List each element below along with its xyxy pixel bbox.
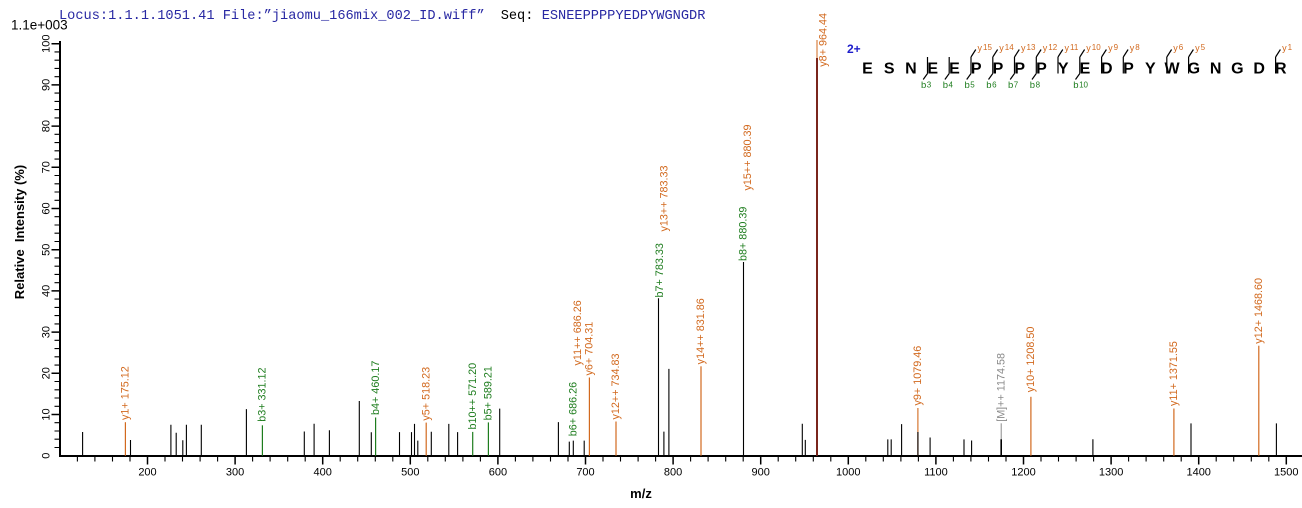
svg-text:y12+ 1468.60: y12+ 1468.60 [1253, 278, 1265, 344]
svg-text:900: 900 [752, 467, 770, 479]
svg-text:S: S [884, 61, 895, 78]
svg-text:y12: y12 [1043, 43, 1058, 53]
svg-text:D: D [1101, 61, 1113, 78]
svg-text:1100: 1100 [924, 467, 948, 479]
svg-text:80: 80 [40, 120, 52, 132]
svg-text:y1+ 175.12: y1+ 175.12 [120, 366, 132, 420]
svg-text:b8+ 880.39: b8+ 880.39 [738, 207, 750, 261]
svg-text:P: P [971, 61, 982, 78]
svg-text:D: D [1253, 61, 1265, 78]
svg-text:b5: b5 [965, 80, 976, 91]
svg-text:m/z: m/z [630, 486, 652, 501]
svg-text:y12++ 734.83: y12++ 734.83 [610, 353, 622, 419]
svg-text:b10: b10 [1073, 80, 1088, 91]
svg-text:G: G [1231, 61, 1243, 78]
svg-text:1000: 1000 [836, 467, 860, 479]
svg-text:1300: 1300 [1099, 467, 1123, 479]
svg-text:2+: 2+ [847, 42, 861, 56]
svg-text:P: P [1123, 61, 1134, 78]
svg-text:y5: y5 [1195, 43, 1206, 53]
svg-text:y6: y6 [1173, 43, 1184, 53]
svg-text:y10+ 1208.50: y10+ 1208.50 [1025, 327, 1037, 393]
svg-text:50: 50 [40, 244, 52, 256]
svg-text:y9: y9 [1108, 43, 1119, 53]
svg-text:y5+ 518.23: y5+ 518.23 [420, 367, 432, 421]
svg-text:N: N [905, 61, 917, 78]
svg-text:700: 700 [576, 467, 594, 479]
svg-text:W: W [1164, 61, 1180, 78]
svg-text:b8: b8 [1030, 80, 1041, 91]
svg-text:60: 60 [40, 202, 52, 214]
svg-text:y10: y10 [1086, 43, 1101, 53]
svg-text:1500: 1500 [1274, 467, 1298, 479]
svg-text:Seq:: Seq: [501, 9, 534, 24]
svg-text:1200: 1200 [1011, 467, 1035, 479]
svg-text:b3+ 331.12: b3+ 331.12 [257, 367, 269, 421]
svg-text:Locus:1.1.1.1051.41 File:”jiao: Locus:1.1.1.1051.41 File:”jiaomu_166mix_… [59, 9, 485, 24]
svg-text:Relative Intensity (%): Relative Intensity (%) [12, 165, 27, 299]
svg-text:E: E [1080, 61, 1091, 78]
svg-text:b6: b6 [986, 80, 997, 91]
svg-text:y13: y13 [1021, 43, 1036, 53]
svg-text:[M]++ 1174.58: [M]++ 1174.58 [995, 353, 1007, 422]
svg-text:b4: b4 [943, 80, 954, 91]
svg-text:E: E [927, 61, 938, 78]
svg-text:y9+ 1079.46: y9+ 1079.46 [912, 346, 924, 406]
svg-text:Y: Y [1058, 61, 1069, 78]
svg-text:400: 400 [314, 467, 332, 479]
svg-text:b4+ 460.17: b4+ 460.17 [370, 361, 382, 415]
svg-text:y11++ 686.26: y11++ 686.26 [572, 300, 584, 365]
svg-text:70: 70 [40, 161, 52, 173]
svg-text:y1: y1 [1282, 43, 1293, 53]
svg-text:y11: y11 [1065, 43, 1079, 53]
svg-text:b7: b7 [1008, 80, 1019, 91]
svg-text:b6+ 686.26: b6+ 686.26 [568, 382, 580, 436]
svg-text:1400: 1400 [1186, 467, 1210, 479]
svg-text:E: E [949, 61, 960, 78]
svg-text:y8: y8 [1130, 43, 1141, 53]
svg-text:y15++ 880.39: y15++ 880.39 [742, 124, 754, 190]
svg-text:40: 40 [40, 285, 52, 297]
svg-text:y11+ 1371.55: y11+ 1371.55 [1168, 341, 1180, 406]
svg-text:500: 500 [401, 467, 419, 479]
svg-text:y8+ 964.44: y8+ 964.44 [818, 13, 830, 67]
svg-text:1.1e+003: 1.1e+003 [11, 18, 68, 33]
svg-text:b3: b3 [921, 80, 932, 91]
svg-text:y13++ 783.33: y13++ 783.33 [658, 165, 670, 231]
svg-text:N: N [1210, 61, 1222, 78]
svg-text:Y: Y [1145, 61, 1156, 78]
svg-text:y14++ 831.86: y14++ 831.86 [695, 298, 707, 364]
svg-text:y6+ 704.31: y6+ 704.31 [584, 322, 596, 376]
svg-text:300: 300 [226, 467, 244, 479]
svg-text:P: P [1036, 61, 1047, 78]
svg-text:G: G [1188, 61, 1200, 78]
svg-text:100: 100 [40, 35, 52, 53]
svg-text:30: 30 [40, 326, 52, 338]
svg-text:90: 90 [40, 79, 52, 91]
svg-text:y14: y14 [999, 43, 1014, 53]
svg-text:600: 600 [489, 467, 507, 479]
svg-text:R: R [1275, 61, 1287, 78]
svg-text:b5+ 589.21: b5+ 589.21 [483, 366, 495, 420]
svg-text:10: 10 [40, 408, 52, 420]
svg-text:b10++ 571.20: b10++ 571.20 [467, 363, 479, 430]
svg-text:200: 200 [138, 467, 156, 479]
svg-text:0: 0 [40, 453, 52, 459]
svg-text:ESNEEPPPPYEDPYWGNGDR: ESNEEPPPPYEDPYWGNGDR [542, 9, 706, 24]
svg-text:y15: y15 [978, 43, 993, 53]
svg-text:20: 20 [40, 367, 52, 379]
svg-text:E: E [862, 61, 873, 78]
svg-text:b7+ 783.33: b7+ 783.33 [654, 243, 666, 297]
svg-text:800: 800 [664, 467, 682, 479]
svg-text:P: P [1014, 61, 1025, 78]
svg-text:P: P [993, 61, 1004, 78]
